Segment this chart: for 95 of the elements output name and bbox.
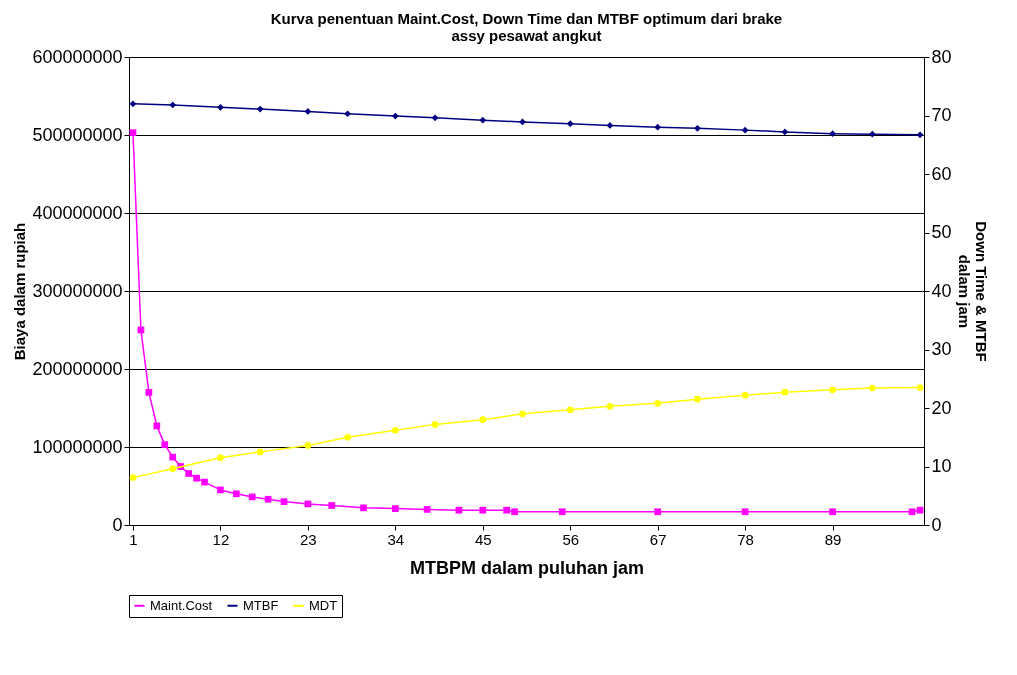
point (256, 448, 264, 456)
point (654, 508, 662, 516)
y-tick-label: 100000000 (32, 436, 123, 457)
point (129, 129, 137, 137)
point (654, 123, 662, 131)
point (916, 131, 924, 139)
point (217, 454, 224, 462)
point (264, 495, 272, 503)
point (519, 410, 526, 418)
point (256, 105, 264, 113)
point (479, 116, 487, 124)
point (161, 441, 169, 449)
point (193, 474, 200, 482)
point (391, 112, 399, 120)
point (217, 486, 224, 494)
point (558, 508, 566, 516)
point (431, 114, 439, 122)
point (916, 506, 924, 514)
point (248, 493, 256, 501)
point (391, 426, 399, 434)
point (694, 125, 701, 132)
point (566, 120, 574, 128)
point (868, 130, 876, 138)
point (781, 128, 789, 136)
point (145, 389, 153, 396)
point (829, 386, 836, 394)
x-tick-label: 45 (474, 530, 492, 548)
point (232, 490, 240, 498)
x-axis-title: MTBPM dalam puluhan jam (409, 557, 645, 578)
y-axis-title: Biaya dalam rupiah (11, 222, 29, 361)
legend-label: MDT (309, 597, 338, 613)
point (479, 416, 487, 424)
point (360, 504, 367, 512)
x-tick-label: 34 (387, 530, 405, 548)
point (479, 506, 487, 514)
point (391, 505, 399, 512)
point (741, 508, 749, 516)
y2-tick-label: 30 (931, 339, 952, 359)
point (868, 384, 876, 392)
y2-axis-title: Down Time & MTBF dalam jam (955, 221, 990, 362)
point (328, 502, 336, 509)
y2-tick-label: 60 (931, 163, 952, 184)
y-tick-label: 600000000 (32, 46, 123, 67)
point (741, 391, 749, 399)
x-tick-label: 1 (129, 530, 138, 548)
point (169, 465, 177, 473)
point (908, 508, 916, 516)
chart-title: Kurva penentuan Maint.Cost, Down Time dan MTBF optimum dari brake assy pesawat angkut (270, 10, 783, 44)
legend-label: Maint.Cost (150, 597, 213, 613)
point (566, 406, 574, 414)
y-tick-label: 200000000 (32, 358, 123, 379)
point (344, 110, 351, 118)
y2-tick-label: 70 (931, 105, 952, 125)
y2-tick-label: 80 (931, 46, 952, 67)
point (781, 388, 789, 396)
point (916, 384, 924, 391)
point (304, 442, 312, 449)
point (741, 126, 749, 134)
point (217, 103, 224, 111)
point (455, 506, 463, 514)
point (606, 402, 614, 410)
point (503, 506, 510, 514)
y-tick-label: 400000000 (32, 202, 123, 223)
point (169, 453, 177, 461)
point (169, 101, 177, 109)
point (829, 130, 836, 137)
point (129, 474, 137, 481)
point (280, 498, 288, 505)
y2-tick-label: 10 (931, 456, 952, 476)
x-tick-label: 67 (649, 530, 667, 548)
point (201, 478, 208, 486)
x-tick-label: 23 (300, 530, 317, 548)
y-tick-label: 300000000 (32, 280, 123, 301)
point (694, 395, 701, 403)
x-tick-label: 89 (824, 530, 842, 548)
point (129, 100, 137, 108)
y2-tick-label: 50 (931, 222, 952, 242)
point (654, 399, 662, 407)
y-tick-label: 0 (112, 514, 123, 535)
x-tick-label: 56 (562, 530, 580, 548)
point (829, 508, 836, 516)
point (344, 433, 351, 441)
point (423, 506, 431, 513)
y2-tick-label: 40 (931, 280, 952, 301)
y2-tick-label: 0 (931, 514, 942, 535)
point (431, 421, 439, 428)
x-tick-label: 12 (212, 530, 230, 548)
y-tick-label: 500000000 (32, 124, 123, 145)
x-tick-label: 78 (737, 530, 754, 548)
point (153, 422, 161, 430)
point (304, 108, 312, 115)
point (511, 508, 518, 516)
y2-tick-label: 20 (931, 397, 952, 418)
point (185, 470, 192, 477)
legend-label: MTBF (243, 597, 279, 613)
